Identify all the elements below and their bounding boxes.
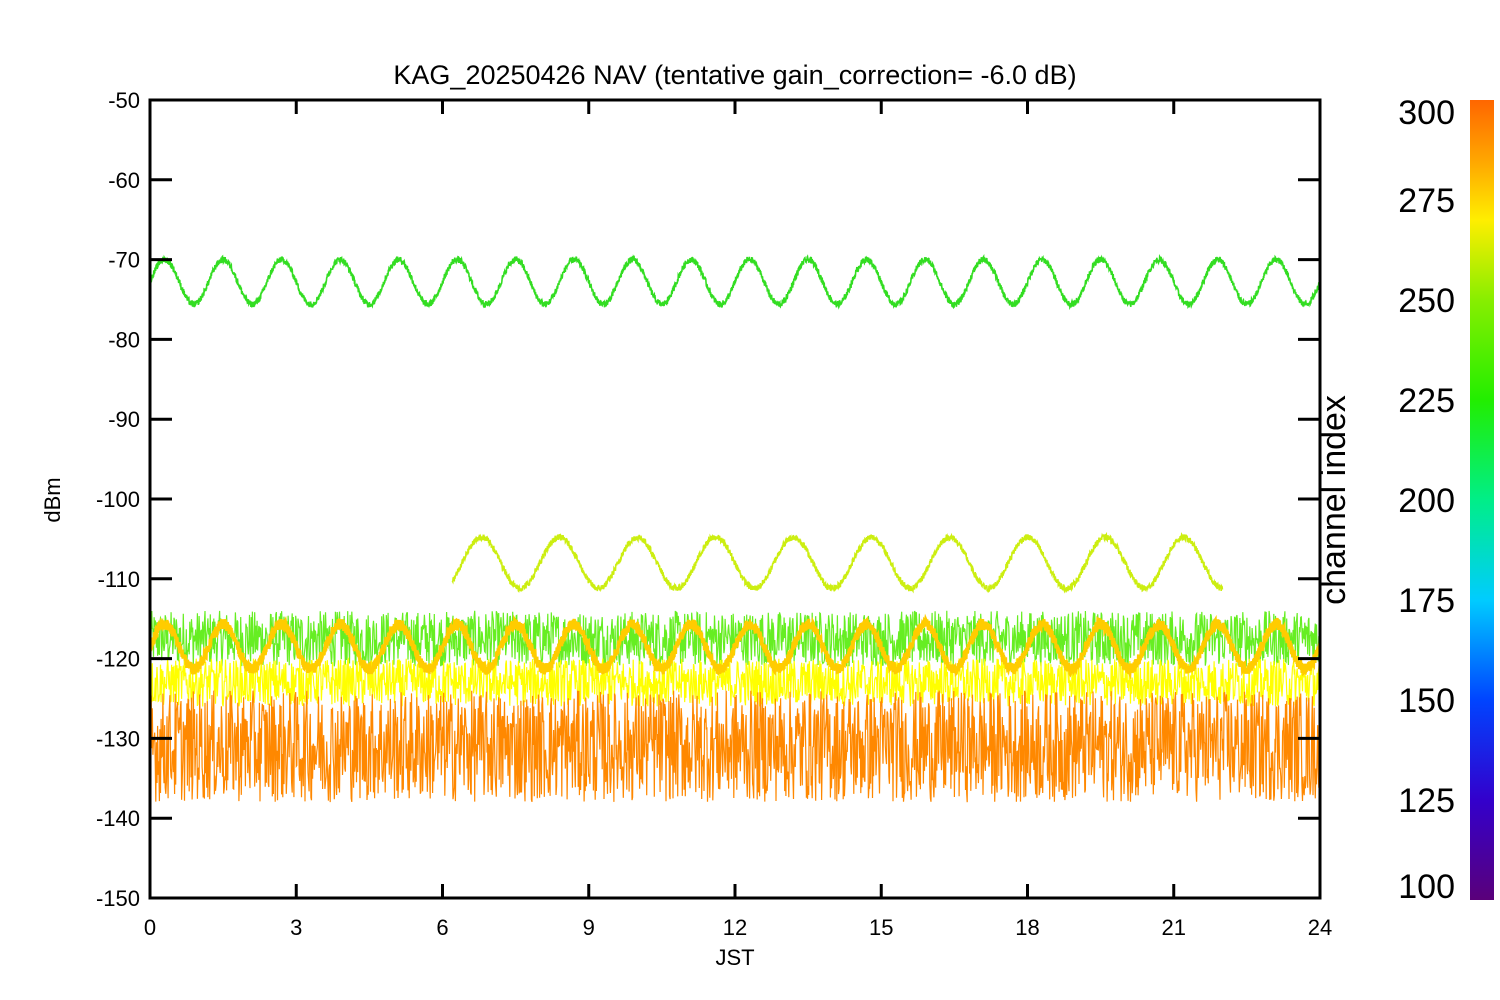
series-line-0 (150, 253, 1320, 311)
y-tick-label: -140 (96, 806, 140, 831)
x-tick-label: 24 (1308, 915, 1332, 940)
y-tick-label: -90 (108, 407, 140, 432)
y-tick-label: -50 (108, 88, 140, 113)
series-line-1 (451, 531, 1224, 594)
x-tick-label: 15 (869, 915, 893, 940)
y-tick-label: -150 (96, 886, 140, 911)
y-axis-label: dBm (40, 477, 65, 522)
x-tick-label: 18 (1015, 915, 1039, 940)
colorbar-tick-label: 225 (1398, 382, 1455, 420)
colorbar-tick-label: 150 (1398, 682, 1455, 720)
series-band-3 (150, 610, 1320, 669)
colorbar-tick-label: 275 (1398, 182, 1455, 220)
y-tick-label: -110 (98, 567, 140, 592)
plot-content (150, 253, 1320, 803)
colorbar-tick-label: 300 (1398, 94, 1455, 132)
x-tick-label: 21 (1162, 915, 1186, 940)
colorbar-tick-label: 250 (1398, 282, 1455, 320)
x-axis: 0 3 6 9 12 15 18 21 24 (144, 100, 1332, 940)
x-tick-label: 0 (144, 915, 156, 940)
x-tick-label: 12 (723, 915, 747, 940)
colorbar-tick-label: 100 (1398, 868, 1455, 906)
series-band-4 (150, 656, 1320, 707)
colorbar-ticks: 100 125 150 175 200 225 250 275 300 (1398, 94, 1455, 906)
y-tick-label: -120 (96, 647, 140, 672)
series-line-2 (150, 613, 1320, 681)
colorbar-label: channel index (1315, 395, 1353, 605)
y-tick-label: -70 (108, 248, 140, 273)
colorbar-tick-label: 125 (1398, 782, 1455, 820)
colorbar-tick-label: 175 (1398, 582, 1455, 620)
x-tick-label: 6 (436, 915, 448, 940)
x-tick-label: 3 (290, 915, 302, 940)
colorbar (1470, 100, 1494, 900)
y-tick-label: -100 (96, 487, 140, 512)
chart-title: KAG_20250426 NAV (tentative gain_correct… (393, 60, 1076, 90)
x-axis-label: JST (715, 945, 754, 970)
y-tick-label: -130 (96, 726, 140, 751)
y-tick-label: -60 (108, 168, 140, 193)
y-tick-label: -80 (108, 327, 140, 352)
y-axis: -50 -60 -70 -80 -90 -100 -110 -120 -130 -140 -150 (96, 88, 1320, 911)
series-band-5 (150, 690, 1320, 803)
x-tick-label: 9 (583, 915, 595, 940)
colorbar-tick-label: 200 (1398, 482, 1455, 520)
